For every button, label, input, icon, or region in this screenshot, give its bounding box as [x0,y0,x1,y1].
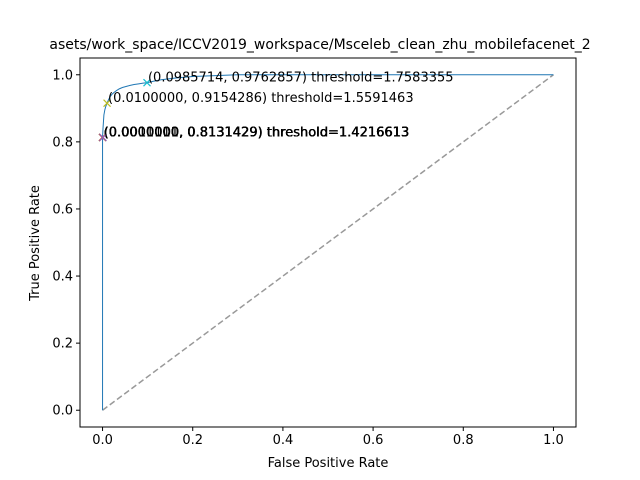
x-tick-label-3: 0.6 [363,433,384,448]
y-tick-label-3: 0.6 [52,202,73,217]
y-tick-label-4: 0.8 [52,135,73,150]
threshold-annotation-2: (0.0000010, 0.8131429) threshold=1.42166… [104,125,410,140]
threshold-annotation-6: (0.0100000, 0.9154286) threshold=1.55914… [108,91,414,106]
threshold-annotation-7: (0.0985714, 0.9762857) threshold=1.75833… [148,71,454,86]
threshold-annotation-5: (0.0010000, 0.8131429) threshold=1.42166… [104,125,410,140]
roc-curve-line [102,74,554,411]
threshold-annotation-3: (0.0000100, 0.8131429) threshold=1.42166… [104,125,410,140]
threshold-marker-5 [99,133,107,142]
axes-frame [79,57,577,428]
y-tick-label-5: 1.0 [52,68,73,83]
threshold-marker-6 [103,99,111,108]
x-tick-label-1: 0.2 [182,433,203,448]
x-tick-label-4: 0.8 [453,433,474,448]
x-tick-label-5: 1.0 [543,433,564,448]
threshold-annotation-4: (0.0001000, 0.8131429) threshold=1.42166… [104,125,410,140]
x-tick-label-0: 0.0 [92,433,113,448]
y-tick-label-1: 0.2 [52,337,73,352]
diagonal-reference-line [102,74,554,411]
x-tick-label-2: 0.4 [273,433,294,448]
plot-area: (0.0000001, 0.8131429) threshold=1.42166… [52,57,577,448]
threshold-marker-7 [143,78,151,87]
y-tick-label-0: 0.0 [52,404,73,419]
threshold-annotation-1: (0.0000001, 0.8131429) threshold=1.42166… [104,125,410,140]
y-axis-label: True Positive Rate [28,185,43,302]
x-axis-label: False Positive Rate [268,456,389,471]
y-tick-label-2: 0.4 [52,270,73,285]
chart-title: asets/work_space/ICCV2019_workspace/Msce… [49,37,590,53]
